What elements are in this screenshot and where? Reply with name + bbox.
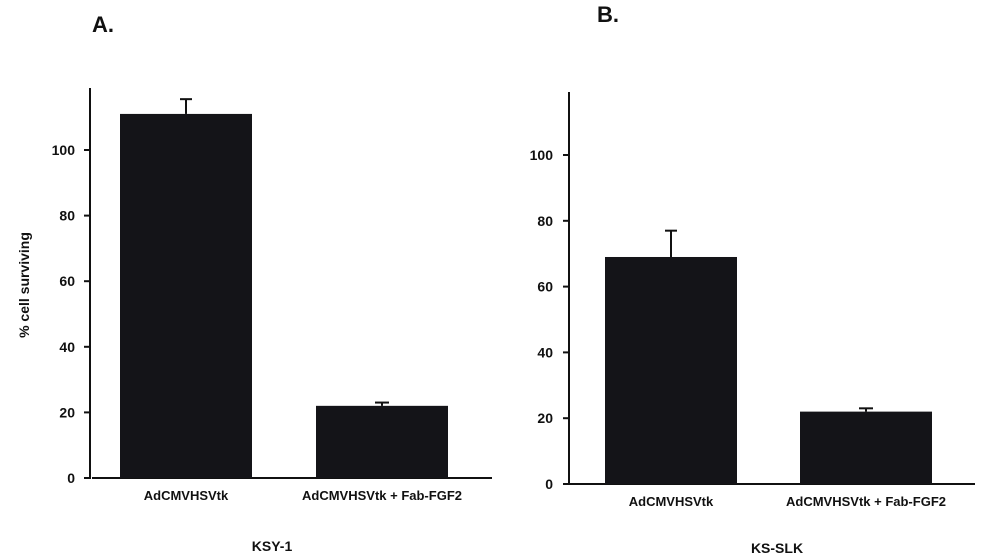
panel-a-x-axis-label: KSY-1 [252,538,293,554]
panel-b-y-tick-label: 80 [537,213,553,229]
panel-a-y-axis-label: % cell surviving [16,232,32,338]
panel-a-y-tick-label: 40 [59,339,75,355]
panel-b-category-label: AdCMVHSVtk + Fab-FGF2 [786,494,946,509]
panel-a-y-tick-label: 100 [52,142,76,158]
panel-a: A. % cell surviving 0 20 40 60 80 100 AdCMVHSV… [16,12,492,554]
panel-b-bar [605,256,737,484]
panel-b: B. 0 20 40 60 80 100 AdCMVHSVtk AdCMVHSVtk + Fa… [530,2,975,556]
panel-a-bar [120,113,252,479]
panel-b-y-tick-label: 100 [530,147,554,163]
panel-b-y-tick-label: 40 [537,344,553,360]
panel-b-bar [800,411,932,484]
panel-b-letter: B. [597,2,619,27]
panel-b-y-tick-label: 60 [537,279,553,295]
panel-a-category-label: AdCMVHSVtk [144,488,229,503]
panel-a-bar [316,405,448,478]
panel-b-y-tick-label: 0 [545,476,553,492]
panel-a-y-tick-label: 20 [59,404,75,420]
panel-a-marks: 0 20 40 60 80 100 AdCMVHSVtk AdCMVHSVtk + Fab-F… [52,88,492,503]
panel-b-category-label: AdCMVHSVtk [629,494,714,509]
panel-b-x-axis-label: KS-SLK [751,540,803,556]
panel-a-category-label: AdCMVHSVtk + Fab-FGF2 [302,488,462,503]
panel-a-letter: A. [92,12,114,37]
panel-a-y-tick-label: 0 [67,470,75,486]
panel-b-marks: 0 20 40 60 80 100 AdCMVHSVtk AdCMVHSVtk + Fab-F… [530,92,975,509]
panel-a-y-tick-label: 60 [59,273,75,289]
panel-a-y-tick-label: 80 [59,208,75,224]
panel-b-y-tick-label: 20 [537,410,553,426]
